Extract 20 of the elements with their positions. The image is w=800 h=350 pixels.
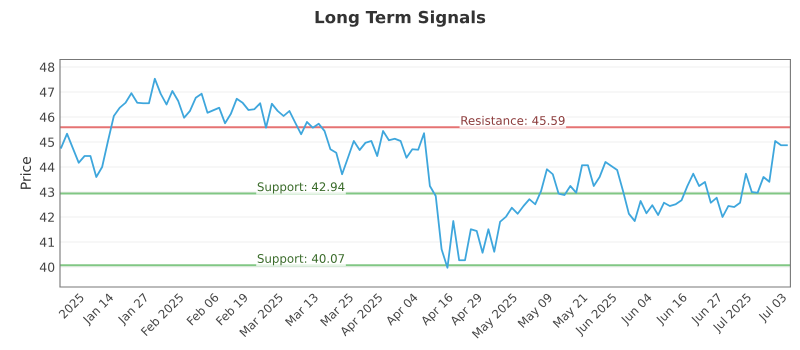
x-tick-label: Jun 16 — [654, 292, 690, 327]
y-tick-label: 43 — [40, 187, 54, 197]
x-tick-label: Apr 04 — [384, 292, 420, 328]
ref-line-label: Support: 42.94 — [258, 182, 344, 194]
x-tick-label: Mar 13 — [284, 292, 319, 327]
y-tick-label: 48 — [40, 62, 54, 72]
ref-line-label: Resistance: 45.59 — [461, 116, 565, 125]
y-tick-label: 41 — [40, 238, 54, 247]
chart-title: Long Term Signals — [316, 10, 486, 27]
x-tick-label: Jul 03 — [757, 292, 788, 324]
y-tick-label: 46 — [40, 112, 54, 122]
y-axis-title: Price — [20, 157, 31, 189]
ref-line-label: Support: 40.07 — [258, 254, 344, 266]
y-tick-label: 42 — [40, 212, 54, 222]
y-tick-label: 40 — [40, 262, 54, 272]
y-tick-label: 47 — [40, 88, 54, 97]
line-series — [60, 78, 788, 269]
x-tick-label: Jun 04 — [620, 292, 654, 327]
y-tick-label: 44 — [40, 162, 54, 172]
y-tick-label: 45 — [40, 138, 54, 147]
